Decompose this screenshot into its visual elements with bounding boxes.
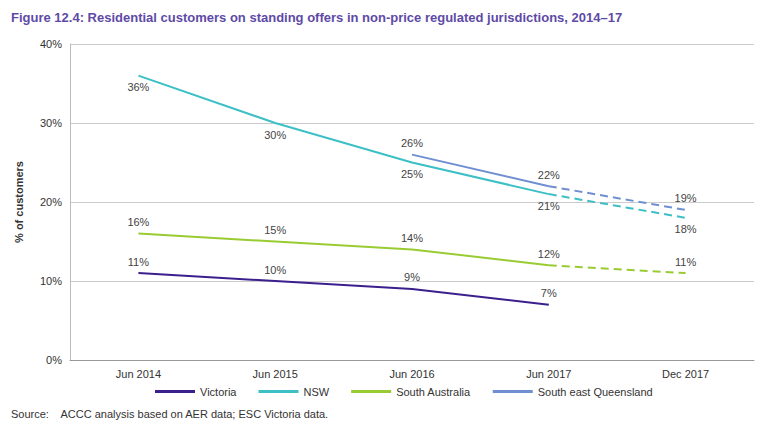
svg-text:12%: 12% <box>538 248 560 260</box>
svg-text:25%: 25% <box>401 168 423 180</box>
svg-text:7%: 7% <box>541 287 557 299</box>
svg-text:Jun 2016: Jun 2016 <box>389 368 434 380</box>
svg-text:Jun 2017: Jun 2017 <box>526 368 571 380</box>
svg-text:Jun 2015: Jun 2015 <box>253 368 298 380</box>
svg-text:30%: 30% <box>40 117 62 129</box>
svg-text:26%: 26% <box>401 137 423 149</box>
svg-text:30%: 30% <box>264 129 286 141</box>
svg-text:20%: 20% <box>40 196 62 208</box>
svg-text:South Australia: South Australia <box>396 386 471 398</box>
svg-text:Victoria: Victoria <box>200 386 237 398</box>
svg-text:NSW: NSW <box>303 386 329 398</box>
svg-text:15%: 15% <box>264 224 286 236</box>
svg-text:21%: 21% <box>538 200 560 212</box>
svg-text:Jun 2014: Jun 2014 <box>116 368 161 380</box>
svg-text:10%: 10% <box>264 264 286 276</box>
svg-text:% of customers: % of customers <box>13 161 25 243</box>
svg-text:South east Queensland: South east Queensland <box>538 386 653 398</box>
svg-text:0%: 0% <box>46 354 62 366</box>
svg-text:Source: ACCC analysis based: Source: ACCC analysis based on AER data;… <box>11 408 328 420</box>
svg-text:10%: 10% <box>40 275 62 287</box>
svg-text:9%: 9% <box>404 271 420 283</box>
svg-text:Figure 12.4: Residential custo: Figure 12.4: Residential customers on st… <box>11 10 622 25</box>
svg-text:11%: 11% <box>675 256 696 268</box>
svg-text:36%: 36% <box>127 81 149 93</box>
svg-text:14%: 14% <box>401 232 423 244</box>
svg-text:16%: 16% <box>127 216 149 228</box>
svg-text:Dec 2017: Dec 2017 <box>662 368 709 380</box>
svg-text:18%: 18% <box>675 223 697 235</box>
svg-text:22%: 22% <box>538 169 560 181</box>
svg-text:40%: 40% <box>40 38 62 50</box>
svg-text:11%: 11% <box>128 256 149 268</box>
svg-text:19%: 19% <box>675 192 697 204</box>
